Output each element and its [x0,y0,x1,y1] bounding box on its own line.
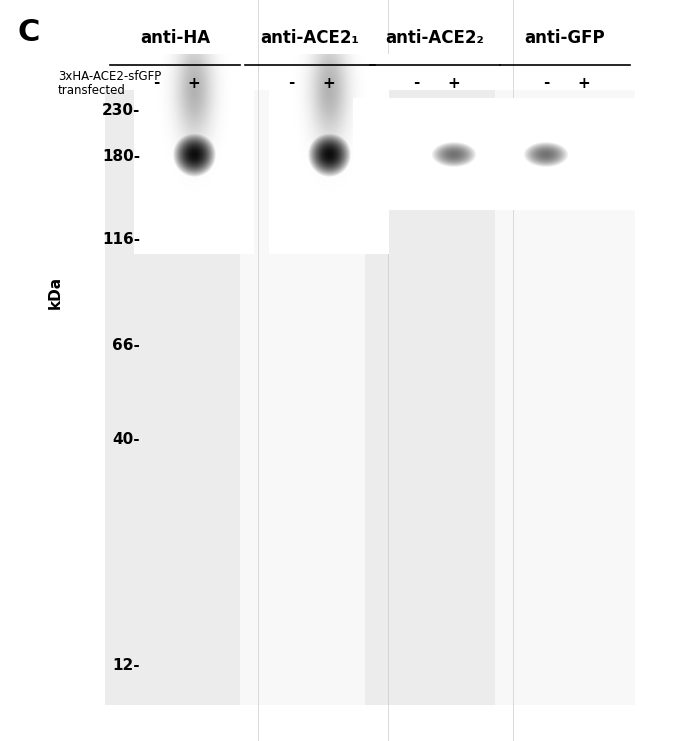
Text: +: + [577,76,591,90]
Text: transfected: transfected [58,84,126,98]
Text: kDa: kDa [47,276,62,309]
Text: 230-: 230- [101,103,140,118]
Text: 40-: 40- [112,432,140,447]
Text: -: - [413,76,419,90]
Text: 12-: 12- [112,658,140,674]
FancyBboxPatch shape [495,90,635,705]
Text: anti-ACE2₂: anti-ACE2₂ [386,29,484,47]
Text: -: - [288,76,294,90]
Text: C: C [18,18,40,47]
Text: 180-: 180- [102,149,140,165]
FancyBboxPatch shape [365,90,505,705]
Text: 66-: 66- [112,338,140,353]
Text: 3xHA-ACE2-sfGFP: 3xHA-ACE2-sfGFP [58,70,161,84]
Text: +: + [323,76,335,90]
Text: -: - [153,76,159,90]
Text: 116-: 116- [102,232,140,247]
Text: anti-HA: anti-HA [140,29,210,47]
FancyBboxPatch shape [105,90,245,705]
Text: anti-GFP: anti-GFP [525,29,605,47]
FancyBboxPatch shape [240,90,380,705]
Text: +: + [448,76,460,90]
Text: +: + [187,76,201,90]
Text: -: - [543,76,549,90]
Text: anti-ACE2₁: anti-ACE2₁ [261,29,359,47]
